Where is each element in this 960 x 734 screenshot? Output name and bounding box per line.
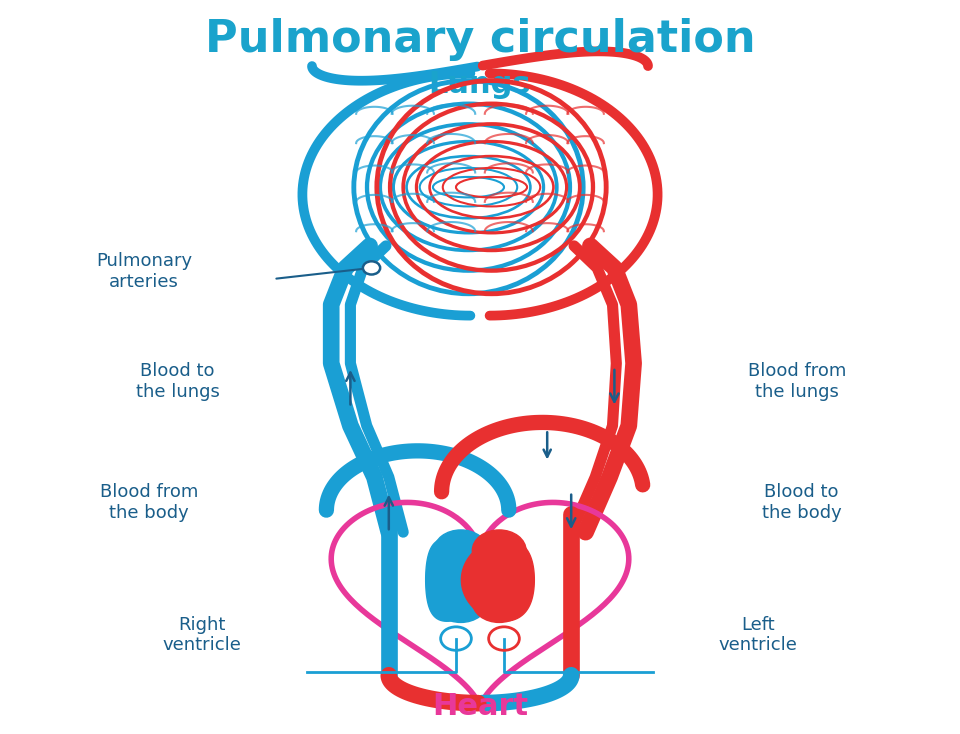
Text: Pulmonary
arteries: Pulmonary arteries [96,252,192,291]
Text: Left
ventricle: Left ventricle [719,616,798,654]
Circle shape [472,556,526,597]
Circle shape [434,556,488,597]
Text: Pulmonary circulation: Pulmonary circulation [204,18,756,62]
Circle shape [434,581,488,622]
Polygon shape [425,539,498,621]
Text: Lungs: Lungs [429,70,531,99]
Text: Blood from
the lungs: Blood from the lungs [748,363,846,401]
Text: Right
ventricle: Right ventricle [162,616,241,654]
Circle shape [472,581,526,622]
Text: Blood to
the lungs: Blood to the lungs [135,363,220,401]
Circle shape [434,530,488,571]
Circle shape [472,530,526,571]
Text: Heart: Heart [432,691,528,721]
Polygon shape [462,539,535,621]
Text: Blood to
the body: Blood to the body [761,484,842,522]
Circle shape [441,627,471,650]
Circle shape [489,627,519,650]
Circle shape [363,261,380,275]
Text: Blood from
the body: Blood from the body [100,484,198,522]
